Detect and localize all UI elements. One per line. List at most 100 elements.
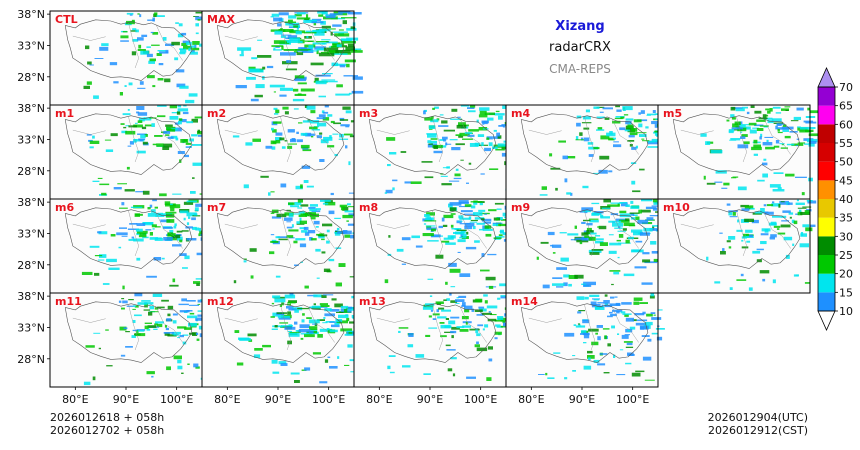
echo-cell	[128, 125, 137, 128]
echo-cell	[616, 239, 621, 242]
echo-cell	[613, 144, 622, 148]
echo-cell	[157, 323, 163, 328]
echo-cell	[610, 202, 623, 204]
panel-label: m14	[511, 295, 538, 308]
colorbar-segment	[818, 180, 835, 199]
echo-cell	[269, 251, 275, 255]
echo-cell	[92, 376, 96, 381]
echo-cell	[638, 123, 643, 128]
echo-cell	[785, 173, 795, 177]
echo-cell	[498, 234, 503, 236]
echo-cell	[134, 139, 145, 142]
echo-cell	[233, 280, 237, 284]
province-line	[528, 223, 562, 229]
echo-cell	[731, 117, 736, 120]
echo-cell	[430, 119, 439, 123]
echo-cell	[595, 238, 604, 241]
echo-cell	[315, 74, 331, 77]
echo-cell	[462, 325, 471, 328]
map-panel-m14: m14	[505, 292, 665, 388]
x-tick-label: 90°E	[417, 393, 443, 406]
echo-cell	[450, 300, 458, 303]
echo-cell	[277, 236, 288, 238]
echo-cell	[539, 194, 548, 196]
echo-cell	[495, 110, 500, 113]
echo-cell	[797, 126, 801, 128]
echo-cell	[192, 226, 197, 230]
echo-cell	[499, 223, 510, 227]
echo-cell	[314, 46, 327, 50]
echo-cell	[346, 317, 350, 322]
echo-cell	[792, 243, 795, 246]
echo-cell	[273, 107, 278, 110]
echo-cell	[340, 328, 353, 332]
echo-cell	[98, 231, 108, 235]
echo-cell	[715, 170, 727, 174]
echo-cell	[432, 313, 440, 316]
echo-cell	[160, 219, 171, 223]
echo-cell	[170, 207, 175, 212]
echo-cell	[142, 141, 148, 145]
echo-cell	[136, 223, 146, 226]
echo-cell	[404, 181, 412, 184]
echo-cell	[639, 168, 645, 171]
map-panel-m5: m5	[657, 104, 820, 200]
echo-cell	[134, 293, 143, 297]
echo-cell	[612, 120, 621, 124]
echo-cell	[177, 105, 182, 108]
echo-cell	[598, 169, 608, 174]
echo-cell	[282, 106, 289, 110]
echo-cell	[497, 297, 501, 300]
echo-cell	[178, 118, 183, 121]
echo-cell	[323, 136, 333, 141]
echo-cell	[149, 306, 154, 310]
y-tick-label: 33°N	[17, 227, 45, 240]
echo-cell	[197, 19, 201, 21]
echo-cell	[471, 308, 474, 312]
echo-cell	[481, 253, 485, 257]
echo-cell	[344, 234, 351, 238]
echo-cell	[450, 224, 454, 228]
echo-cell	[769, 236, 775, 240]
echo-cell	[445, 318, 449, 320]
echo-cell	[631, 180, 636, 185]
panel-label: m12	[207, 295, 234, 308]
echo-cell	[599, 155, 610, 160]
echo-cell	[250, 98, 259, 102]
echo-cell	[321, 110, 325, 114]
echo-cell	[124, 189, 135, 192]
echo-cell	[86, 81, 92, 85]
echo-cell	[594, 240, 604, 244]
echo-cell	[123, 126, 127, 129]
echo-cell	[195, 23, 199, 27]
echo-cell	[604, 117, 610, 120]
echo-cell	[497, 135, 502, 139]
echo-cell	[150, 31, 154, 34]
echo-cell	[183, 154, 189, 158]
echo-cell	[130, 206, 143, 208]
echo-cell	[651, 138, 659, 143]
echo-cell	[156, 53, 162, 56]
echo-cell	[423, 110, 426, 115]
echo-cell	[442, 136, 448, 140]
echo-cell	[427, 134, 437, 138]
echo-cell	[456, 326, 465, 329]
echo-cell	[501, 124, 508, 127]
echo-cell	[302, 313, 305, 316]
echo-cell	[492, 223, 499, 226]
echo-cell	[326, 328, 330, 331]
echo-cell	[653, 201, 660, 205]
echo-cell	[579, 210, 585, 213]
echo-cell	[165, 43, 175, 46]
echo-cell	[284, 140, 288, 142]
echo-cell	[322, 223, 333, 227]
echo-cell	[627, 329, 631, 332]
echo-cell	[166, 318, 172, 322]
echo-cell	[319, 159, 325, 162]
echo-cell	[596, 129, 605, 131]
echo-cell	[167, 313, 171, 317]
echo-cell	[137, 87, 146, 89]
echo-cell	[629, 132, 638, 136]
echo-cell	[540, 241, 549, 244]
echo-cell	[322, 294, 334, 296]
